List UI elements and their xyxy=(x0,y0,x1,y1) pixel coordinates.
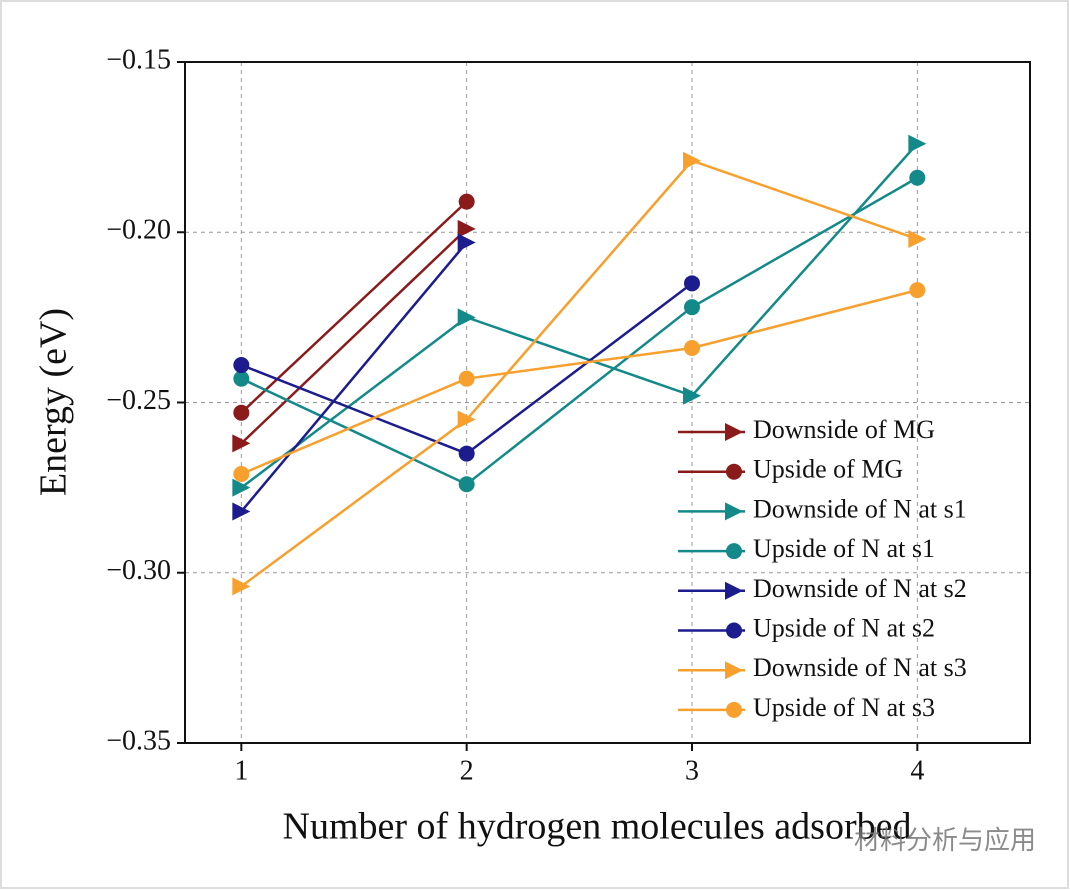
data-point xyxy=(457,410,476,429)
legend-label: Upside of MG xyxy=(753,455,903,484)
x-tick-label: 3 xyxy=(685,755,699,786)
data-point xyxy=(909,169,926,186)
data-point xyxy=(684,299,700,316)
data-point xyxy=(458,193,475,210)
legend-marker xyxy=(726,622,742,639)
x-tick-label: 4 xyxy=(910,755,924,786)
data-point xyxy=(233,370,250,387)
data-point xyxy=(909,282,926,299)
data-point xyxy=(458,476,475,493)
data-point xyxy=(233,357,250,374)
legend-marker xyxy=(725,661,743,680)
watermark: 材料分析与应用 xyxy=(854,826,1036,855)
data-point xyxy=(908,230,927,249)
plot-frame xyxy=(184,61,1031,744)
data-point xyxy=(233,404,250,421)
data-point xyxy=(908,134,927,153)
data-point xyxy=(457,219,476,238)
legend-label: Downside of N at s2 xyxy=(753,574,967,603)
data-point xyxy=(684,275,700,292)
data-point xyxy=(684,340,700,357)
legend-label: Upside of N at s3 xyxy=(753,693,935,722)
data-point xyxy=(232,502,251,521)
series-line xyxy=(240,200,468,414)
legend-marker xyxy=(725,423,743,441)
series-line xyxy=(240,241,468,513)
legend-label: Upside of N at s1 xyxy=(753,534,935,563)
legend-marker xyxy=(726,463,742,480)
data-point xyxy=(232,577,251,596)
series-line xyxy=(240,176,918,486)
legend-marker xyxy=(726,701,742,718)
y-tick-label: −0.15 xyxy=(106,44,171,75)
legend-label: Downside of N at s3 xyxy=(753,653,967,682)
data-point xyxy=(683,386,701,405)
y-tick-label: −0.20 xyxy=(106,215,171,246)
series-line xyxy=(240,288,918,476)
legend-marker xyxy=(726,543,742,560)
legend-marker xyxy=(725,581,743,600)
data-point xyxy=(458,370,475,387)
legend-marker xyxy=(725,502,743,521)
data-point xyxy=(457,233,476,252)
data-point xyxy=(457,308,476,327)
legend-label: Downside of MG xyxy=(753,415,935,444)
legend-label: Downside of N at s1 xyxy=(753,494,967,523)
legend-label: Upside of N at s2 xyxy=(753,613,935,642)
series-line xyxy=(240,142,919,489)
series-line xyxy=(240,159,918,588)
data-point xyxy=(232,434,251,453)
data-point xyxy=(232,478,251,497)
y-tick-label: −0.30 xyxy=(106,555,171,586)
x-axis-title: Number of hydrogen molecules adsorbed xyxy=(283,806,912,848)
y-tick-label: −0.25 xyxy=(106,385,171,416)
y-axis-title: Energy (eV) xyxy=(33,308,75,496)
data-point xyxy=(683,151,701,170)
data-point xyxy=(458,445,475,462)
x-tick-label: 2 xyxy=(460,755,474,786)
y-tick-label: −0.35 xyxy=(106,725,171,756)
data-point xyxy=(233,466,250,483)
x-tick-label: 1 xyxy=(234,755,248,786)
series-line xyxy=(240,227,468,445)
